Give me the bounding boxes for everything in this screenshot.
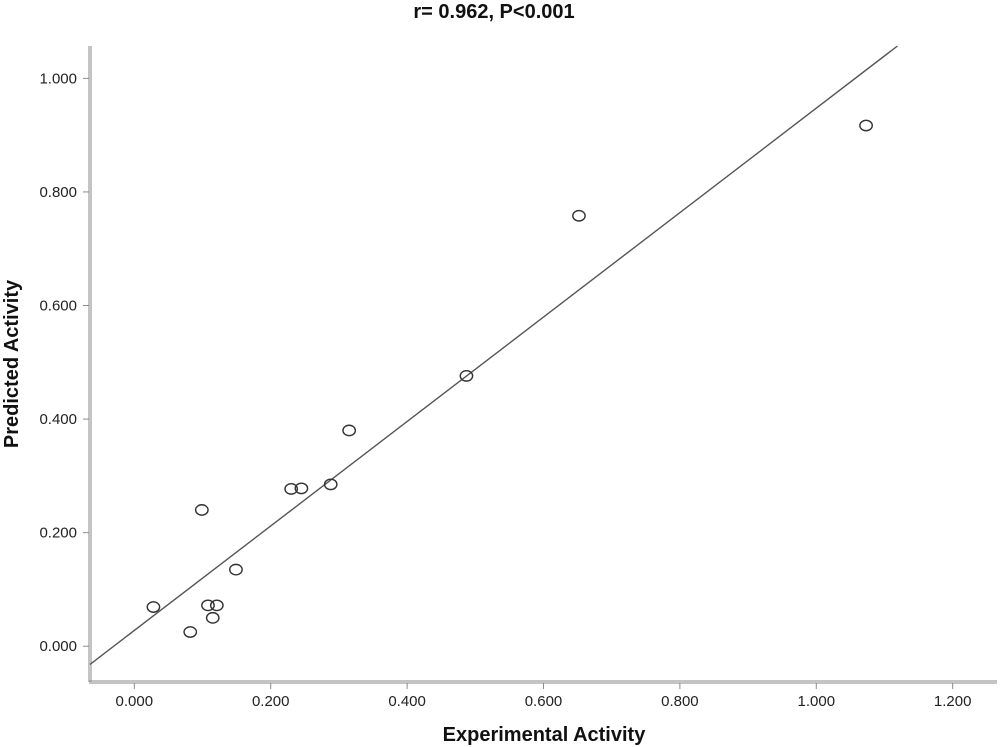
x-tick-label: 0.200	[252, 693, 290, 710]
x-tick-label: 0.000	[116, 693, 154, 710]
x-axis	[89, 680, 997, 684]
data-point	[859, 119, 873, 132]
data-point	[284, 483, 299, 495]
regression-line	[89, 45, 898, 665]
data-point	[194, 504, 209, 516]
y-tick-label: 0.400	[39, 411, 77, 428]
x-ticks: 0.000 0.200 0.400 0.600 0.800 1.000 1.200	[116, 683, 972, 710]
scatter-points	[146, 119, 873, 638]
data-point	[183, 626, 198, 638]
data-point	[459, 370, 474, 382]
x-axis-title: Experimental Activity	[443, 724, 647, 746]
data-point	[201, 599, 215, 612]
regression-line-layer	[89, 45, 898, 665]
y-tick-label: 0.800	[39, 184, 77, 201]
data-point	[323, 478, 338, 491]
y-ticks: 0.000 0.200 0.400 0.600 0.800 1.000	[39, 70, 89, 655]
y-axis	[88, 46, 92, 682]
data-point	[294, 482, 309, 495]
chart-title: r= 0.962, P<0.001	[413, 1, 574, 23]
data-point	[209, 599, 224, 612]
data-point	[572, 209, 586, 222]
data-point	[342, 424, 357, 437]
x-tick-label: 1.200	[934, 693, 972, 710]
y-tick-label: 0.200	[39, 525, 77, 542]
x-tick-label: 0.600	[525, 693, 563, 710]
data-point	[229, 563, 243, 576]
x-tick-label: 0.800	[661, 693, 699, 710]
data-point	[205, 611, 220, 624]
y-tick-label: 0.600	[39, 298, 77, 315]
x-tick-label: 1.000	[798, 693, 836, 710]
data-point	[146, 601, 161, 613]
y-axis-title: Predicted Activity	[1, 279, 23, 448]
y-tick-label: 1.000	[39, 70, 77, 87]
y-tick-label: 0.000	[39, 638, 77, 655]
x-tick-label: 0.400	[388, 693, 426, 710]
